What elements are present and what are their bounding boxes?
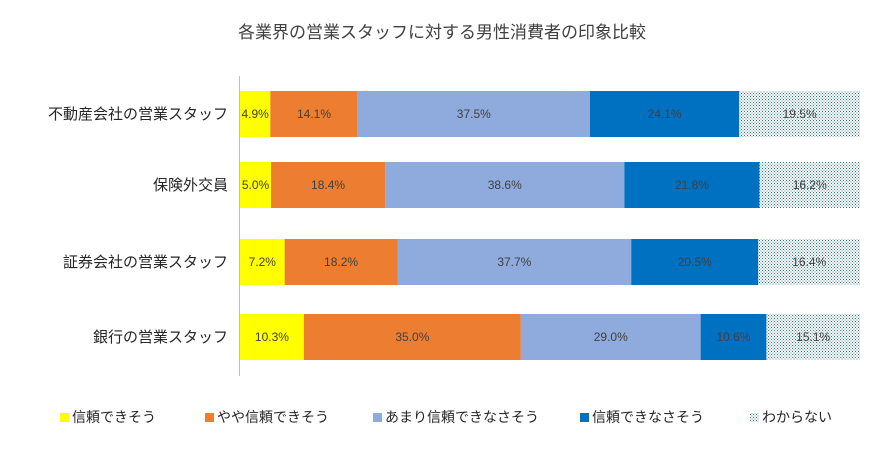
data-label-c1-s4: 16.2% xyxy=(793,178,827,192)
data-label-c2-s2: 37.7% xyxy=(497,255,531,269)
bar-segment-c3-s0 xyxy=(240,314,304,360)
bar-segment-c2-s2 xyxy=(397,239,632,285)
data-label-c0-s0: 4.9% xyxy=(241,107,269,121)
bar-segment-c3-s4 xyxy=(766,314,860,360)
bar-segment-c2-s4 xyxy=(758,239,860,285)
data-label-c1-s0: 5.0% xyxy=(242,178,270,192)
legend-label-1: やや信頼できそう xyxy=(217,410,329,426)
bar-segment-c0-s4 xyxy=(739,91,860,137)
category-label-3: 銀行の営業スタッフ xyxy=(93,328,228,346)
legend-swatch-3 xyxy=(580,413,589,422)
bar-segment-c2-s3 xyxy=(631,239,759,285)
legend-swatch-0 xyxy=(60,413,69,422)
bar-segment-c3-s3 xyxy=(700,314,767,360)
data-label-c1-s3: 21.8% xyxy=(675,178,709,192)
bar-segment-c1-s3 xyxy=(624,162,760,208)
bar-segment-c3-s1 xyxy=(303,314,521,360)
bar-segment-c2-s1 xyxy=(284,239,398,285)
legend: 信頼できそう やや信頼できそう あまり信頼できなさそう 信頼できなさそう わからない xyxy=(60,410,832,426)
data-label-c0-s2: 37.5% xyxy=(457,107,491,121)
bar-segment-c0-s0 xyxy=(240,91,271,137)
legend-label-4: わからない xyxy=(762,410,832,426)
legend-swatch-1 xyxy=(205,413,214,422)
legend-swatch-2 xyxy=(373,413,382,422)
bar-segment-c0-s1 xyxy=(270,91,358,137)
legend-label-3: 信頼できなさそう xyxy=(592,410,704,426)
data-label-c1-s2: 38.6% xyxy=(488,178,522,192)
data-label-c2-s3: 20.5% xyxy=(678,255,712,269)
bars-group: 4.9% 14.1% 37.5% 24.1% 19.5% 5.0% 18.4% 38.6% 21… xyxy=(240,91,860,360)
data-label-c3-s4: 15.1% xyxy=(796,330,830,344)
chart-title: 各業界の営業スタッフに対する男性消費者の印象比較 xyxy=(238,23,646,43)
bar-segment-c1-s2 xyxy=(385,162,625,208)
bar-segment-c0-s2 xyxy=(357,91,590,137)
data-label-c0-s4: 19.5% xyxy=(783,107,817,121)
data-label-c2-s4: 16.4% xyxy=(792,255,826,269)
legend-label-2: あまり信頼できなさそう xyxy=(385,410,539,426)
data-label-c2-s1: 18.2% xyxy=(324,255,358,269)
data-label-c0-s3: 24.1% xyxy=(648,107,682,121)
category-label-1: 保険外交員 xyxy=(153,176,228,194)
data-label-c2-s0: 7.2% xyxy=(249,255,277,269)
bar-segment-c1-s0 xyxy=(240,162,271,208)
category-label-2: 証券会社の営業スタッフ xyxy=(63,253,228,271)
bar-segment-c2-s0 xyxy=(240,239,285,285)
bar-segment-c0-s3 xyxy=(589,91,740,137)
category-label-0: 不動産会社の営業スタッフ xyxy=(48,105,228,123)
legend-swatch-4 xyxy=(750,413,759,422)
data-label-c1-s1: 18.4% xyxy=(311,178,345,192)
bar-segment-c1-s4 xyxy=(759,162,860,208)
data-label-c3-s2: 29.0% xyxy=(594,330,628,344)
data-label-c3-s3: 10.6% xyxy=(717,330,751,344)
data-label-c0-s1: 14.1% xyxy=(297,107,331,121)
data-label-c3-s1: 35.0% xyxy=(395,330,429,344)
bar-segment-c3-s2 xyxy=(520,314,701,360)
data-label-c3-s0: 10.3% xyxy=(255,330,289,344)
bar-segment-c1-s1 xyxy=(271,162,386,208)
legend-label-0: 信頼できそう xyxy=(72,410,156,426)
